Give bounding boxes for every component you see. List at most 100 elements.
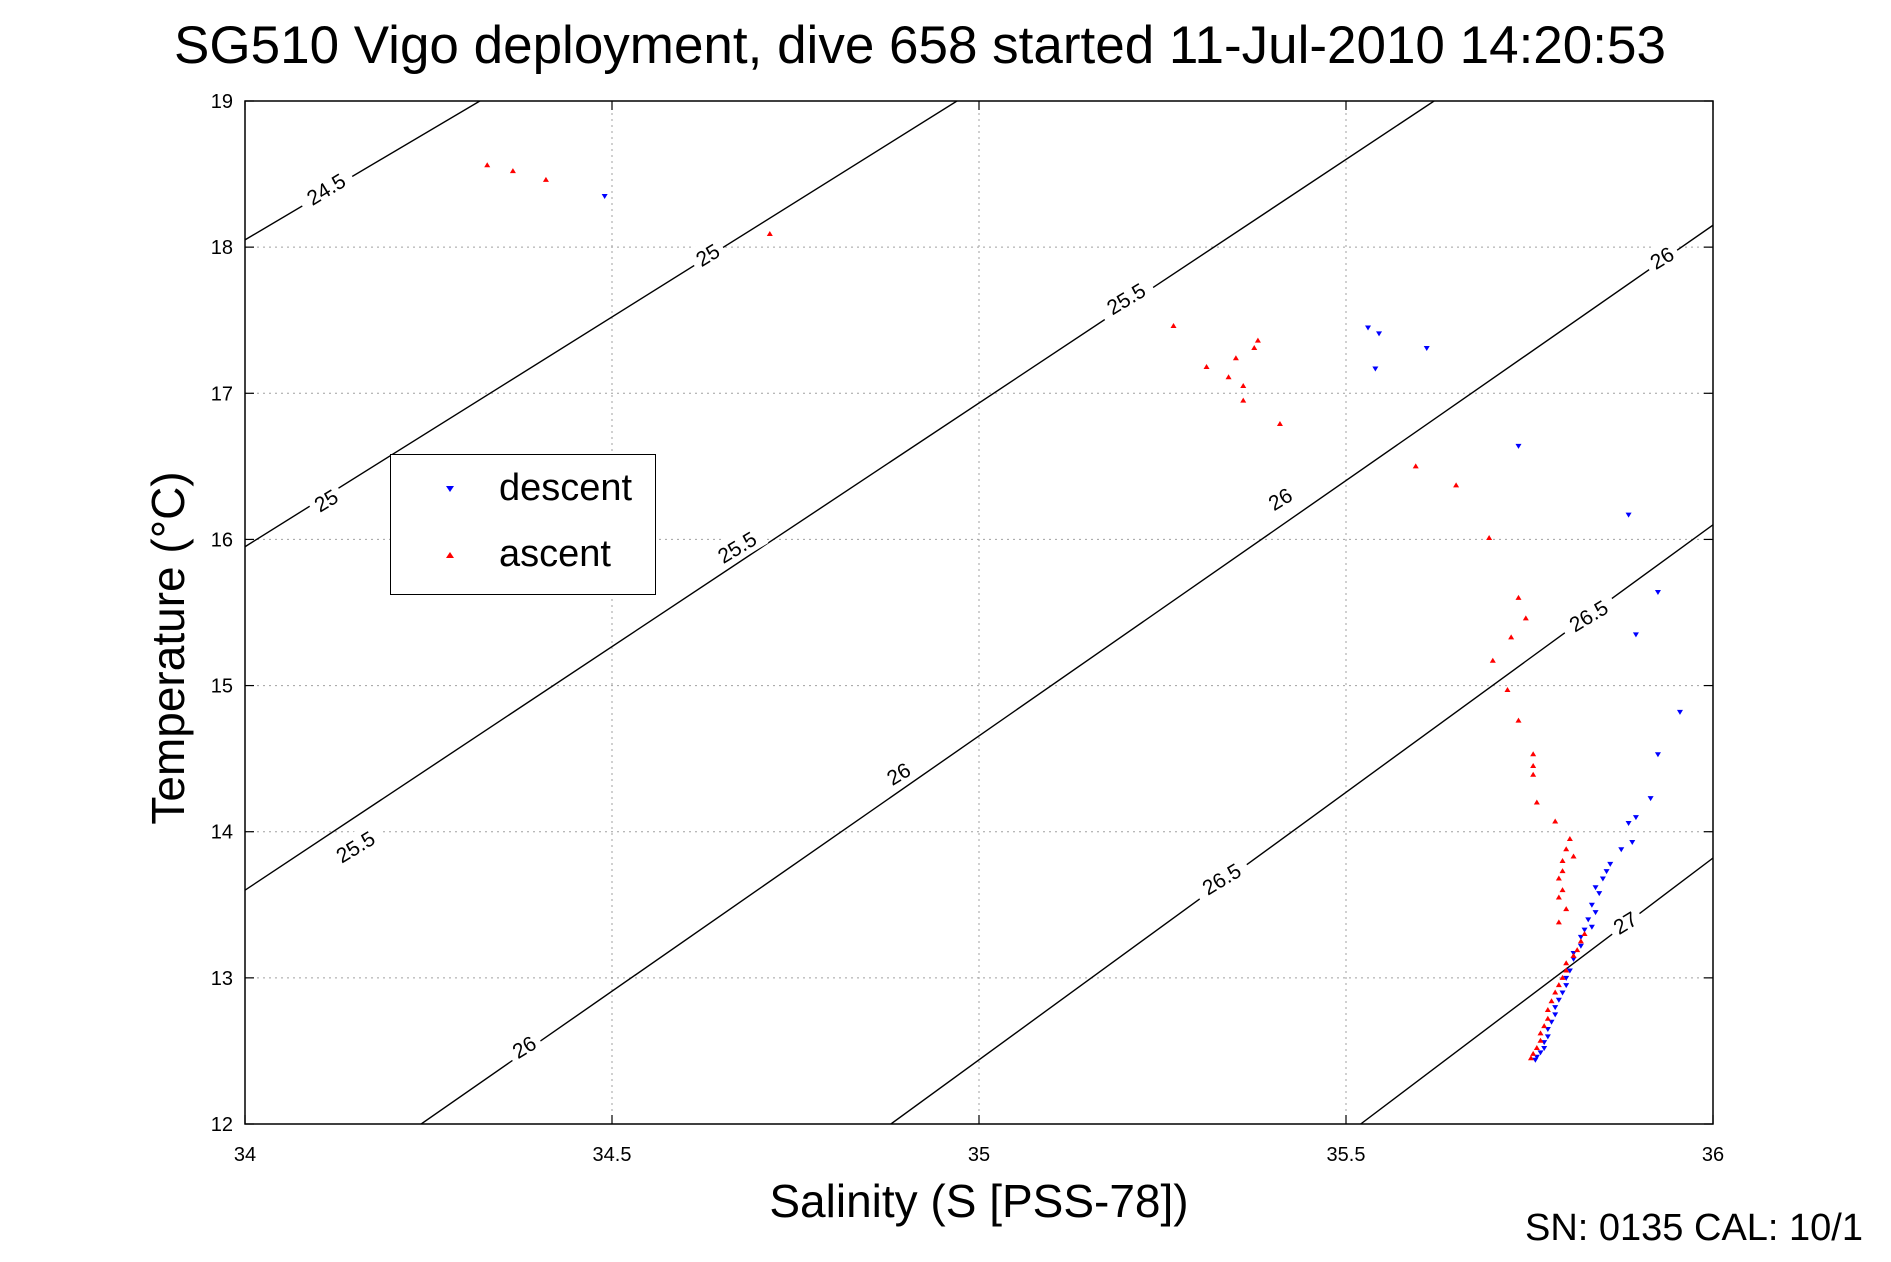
descent-point [1599,876,1606,882]
descent-point [1552,1005,1559,1011]
descent-point [1515,443,1522,449]
ascent-point [1555,894,1562,900]
ascent-point [509,168,516,174]
ascent-point [1552,989,1559,995]
ascent-point [1240,397,1247,403]
label-backdrop [1094,272,1158,325]
isopycnal-line [245,101,1435,891]
ascent-point [1574,947,1581,953]
descent-point [1566,968,1573,974]
label-backdrop [1603,902,1647,943]
label-backdrop [876,753,920,794]
triangle-up-icon [446,552,454,558]
descent-point [601,193,608,199]
ascent-point [1548,998,1555,1004]
ascent-point [1544,1007,1551,1013]
descent-point [1541,1046,1548,1052]
ascent-point [1203,363,1210,369]
ascent-point [1453,482,1460,488]
x-tick-label: 34 [234,1144,256,1166]
ascent-point [1559,974,1566,980]
descent-point [1647,796,1654,802]
descent-point [1592,910,1599,916]
data-points [484,162,1683,1063]
ascent-point [1566,836,1573,842]
ascent-point [1563,846,1570,852]
label-backdrop [1556,589,1620,642]
descent-point [1588,902,1595,908]
descent-point [1544,1027,1551,1033]
label-backdrop [1640,237,1683,278]
ascent-point [1412,463,1419,469]
y-tick-label: 16 [211,529,233,551]
label-backdrop [1258,478,1302,519]
descent-point [1423,345,1430,351]
ascent-point [1577,938,1584,944]
ascent-point [1251,344,1258,350]
ascent-point [1254,337,1261,343]
ascent-point [1276,420,1283,426]
ascent-point [1537,1030,1544,1036]
isopycnal-line [420,224,1713,1124]
legend-item-descent: descent [391,459,655,519]
ascent-point [1527,1055,1534,1061]
descent-point [1676,709,1683,715]
descent-point [1376,331,1383,337]
ascent-point [1559,868,1566,874]
ascent-point [1563,960,1570,966]
x-tick-label: 34.5 [593,1144,632,1166]
ascent-point [1544,1015,1551,1021]
ascent-point [1570,952,1577,958]
descent-point [1365,325,1372,331]
descent-point [1585,917,1592,923]
descent-point [1629,839,1636,845]
y-axis-label: Temperature (°C) [142,471,194,825]
descent-point [1592,885,1599,891]
ascent-point [1559,887,1566,893]
ascent-point [1555,875,1562,881]
descent-point [1537,1050,1544,1056]
isopycnal-label: 26 [876,753,920,794]
descent-point [1625,512,1632,518]
isopycnal-label: 26 [1640,237,1683,278]
descent-point [1654,752,1661,758]
descent-point [1581,927,1588,933]
ascent-point [1530,751,1537,757]
label-backdrop [304,480,348,520]
ascent-point [1563,967,1570,973]
x-tick-label: 35 [968,1144,990,1166]
y-tick-label: 15 [211,676,233,698]
descent-point [1588,924,1595,930]
x-axis-label: Salinity (S [PSS-78]) [769,1175,1189,1227]
isopycnal-line [1360,857,1713,1124]
ascent-point [1170,323,1177,329]
isopycnal-line [245,101,481,241]
ascent-point [766,230,773,236]
label-backdrop [1189,852,1253,905]
ascent-point [542,176,549,182]
ascent-point [1581,931,1588,937]
descent-point [1559,990,1566,996]
ascent-point [1489,657,1496,663]
chart-title: SG510 Vigo deployment, dive 658 started … [174,16,1666,75]
descent-point [1632,815,1639,821]
descent-point [1563,975,1570,981]
legend-label: ascent [499,533,611,575]
descent-point [1577,943,1584,949]
triangle-down-icon [446,486,454,492]
legend-item-ascent: ascent [391,525,655,585]
label-backdrop [323,820,387,873]
descent-point [1555,997,1562,1003]
ascent-point [1508,634,1515,640]
label-backdrop [686,234,729,275]
descent-point [1544,1034,1551,1040]
ascent-point [1533,799,1540,805]
ascent-point [1504,686,1511,692]
label-backdrop [294,162,358,215]
descent-point [1372,366,1379,372]
y-tick-label: 17 [211,383,233,405]
ascent-point [1232,355,1239,361]
label-backdrop [705,520,769,573]
ascent-point [1530,762,1537,768]
